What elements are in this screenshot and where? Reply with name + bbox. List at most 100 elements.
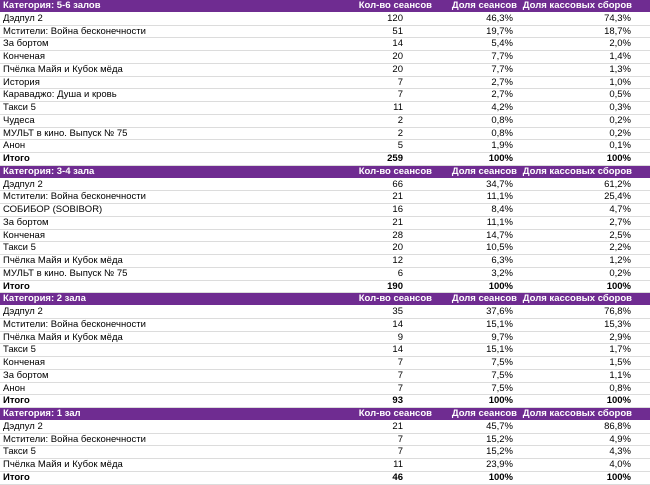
header-cell: Кол-во сеансов (358, 165, 432, 177)
table-row: Конченая 7 7,5% 1,5% (0, 357, 650, 370)
cell: 15,2% (486, 433, 513, 445)
table-row: Анон 7 7,5% 0,8% (0, 383, 650, 396)
cell: 51 (392, 25, 403, 37)
header-cell: Кол-во сеансов (358, 408, 432, 419)
cell: 12 (392, 255, 403, 266)
header-cell: Доля сеансов (451, 165, 517, 177)
category-header: Категория: 5-6 залов Кол-во сеансов Доля с… (0, 0, 650, 13)
cell: 7,7% (491, 63, 513, 75)
total-cell: 100% (606, 153, 631, 164)
cell: 7,5% (491, 357, 513, 368)
cell: 11,1% (486, 191, 513, 203)
category-header: Категория: 3-4 зала Кол-во сеансов Доля се… (0, 165, 650, 179)
cell: 1,9% (491, 140, 513, 152)
cell: 7,5% (491, 369, 513, 381)
table-row: За бортом 21 11,1% 2,7% (0, 217, 650, 230)
cell: 74,3% (604, 12, 631, 24)
total-cell: 190 (387, 280, 403, 292)
cell: 2,7% (491, 89, 513, 101)
cell: 7 (397, 446, 403, 458)
cell: 7 (397, 76, 403, 88)
cell: 4,2% (491, 102, 513, 113)
header-cell: Доля сеансов (451, 293, 517, 305)
cell: МУЛЬТ в кино. Выпуск № 75 (3, 127, 128, 139)
cell: 20 (392, 51, 403, 62)
header-cell: Доля кассовых сборов (522, 165, 632, 177)
total-cell: 46 (392, 471, 403, 483)
cell: 46,3% (486, 12, 513, 24)
cell: Конченая (3, 357, 45, 368)
cell: 7 (397, 382, 403, 394)
table-row: За бортом 14 5,4% 2,0% (0, 38, 650, 51)
cell: 120 (387, 12, 403, 24)
cell: Дэдпул 2 (3, 306, 43, 317)
header-cell: Доля кассовых сборов (522, 408, 632, 419)
cell: 37,6% (486, 306, 513, 317)
cell: 0,2% (609, 127, 631, 139)
total-cell: 100% (488, 153, 513, 164)
cell: Конченая (3, 51, 45, 62)
total-row: Итого 93 100% 100% (0, 395, 650, 408)
total-cell: 100% (488, 471, 513, 483)
cell: 2,9% (609, 331, 631, 343)
table-row: Дэдпул 2 35 37,6% 76,8% (0, 306, 650, 319)
table-row: Пчёлка Майя и Кубок мёда 20 7,7% 1,3% (0, 64, 650, 77)
table-row: МУЛЬТ в кино. Выпуск № 75 2 0,8% 0,2% (0, 128, 650, 141)
table-row: Такси 5 11 4,2% 0,3% (0, 102, 650, 115)
total-cell: 100% (606, 471, 631, 483)
total-cell: 259 (387, 153, 403, 164)
cell: 1,3% (609, 63, 631, 75)
cell: 7 (397, 89, 403, 101)
cell: 15,1% (486, 318, 513, 330)
table-row: Мстители: Война бесконечности 21 11,1% 25,4… (0, 191, 650, 204)
cell: 2,5% (609, 229, 631, 241)
total-row: Итого 190 100% 100% (0, 281, 650, 294)
total-cell: Итого (3, 280, 30, 292)
cell: 1,2% (609, 255, 631, 266)
cell: 23,9% (486, 459, 513, 470)
cell: 15,1% (486, 344, 513, 356)
cell: 45,7% (486, 420, 513, 432)
cell: 5,4% (491, 38, 513, 50)
cell: 11 (393, 102, 403, 113)
table-row: Такси 5 7 15,2% 4,3% (0, 446, 650, 459)
cell: 15,3% (604, 318, 631, 330)
table-row: За бортом 7 7,5% 1,1% (0, 370, 650, 383)
header-cell: Доля кассовых сборов (522, 0, 632, 11)
cell: 2 (397, 114, 403, 126)
cell: 9,7% (491, 331, 513, 343)
cell: Пчёлка Майя и Кубок мёда (3, 331, 123, 343)
cell: 34,7% (486, 178, 513, 190)
cell: История (3, 76, 40, 88)
cell: 4,3% (609, 446, 631, 458)
total-cell: 93 (392, 395, 403, 407)
total-cell: Итого (3, 471, 30, 483)
cell: 18,7% (604, 25, 631, 37)
cell: 21 (392, 420, 403, 432)
cell: 2 (397, 127, 403, 139)
cell: 15,2% (486, 446, 513, 458)
cell: Мстители: Война бесконечности (3, 191, 146, 203)
cell: Мстители: Война бесконечности (3, 318, 146, 330)
cell: Мстители: Война бесконечности (3, 433, 146, 445)
cell: Дэдпул 2 (3, 12, 43, 24)
table-row: Пчёлка Майя и Кубок мёда 11 23,9% 4,0% (0, 459, 650, 472)
table-row: Пчёлка Майя и Кубок мёда 12 6,3% 1,2% (0, 255, 650, 268)
cell: 1,1% (609, 369, 631, 381)
table-row: Мстители: Война бесконечности 51 19,7% 18,7… (0, 26, 650, 39)
cell: Пчёлка Майя и Кубок мёда (3, 63, 123, 75)
cell: 2,0% (609, 38, 631, 50)
table-row: Конченая 20 7,7% 1,4% (0, 51, 650, 64)
cell: 14 (392, 344, 403, 356)
cell: 7 (397, 369, 403, 381)
header-cell: Категория: 2 зала (3, 293, 86, 305)
cell: Анон (3, 140, 26, 152)
cell: 10,5% (486, 242, 513, 254)
cell: Такси 5 (3, 344, 36, 356)
cell: Такси 5 (3, 102, 36, 113)
cell: Такси 5 (3, 446, 36, 458)
table-row: СОБИБОР (SOBIBOR) 16 8,4% 4,7% (0, 204, 650, 217)
cell: 6,3% (491, 255, 513, 266)
category-header: Категория: 1 зал Кол-во сеансов Доля сеанс… (0, 408, 650, 421)
